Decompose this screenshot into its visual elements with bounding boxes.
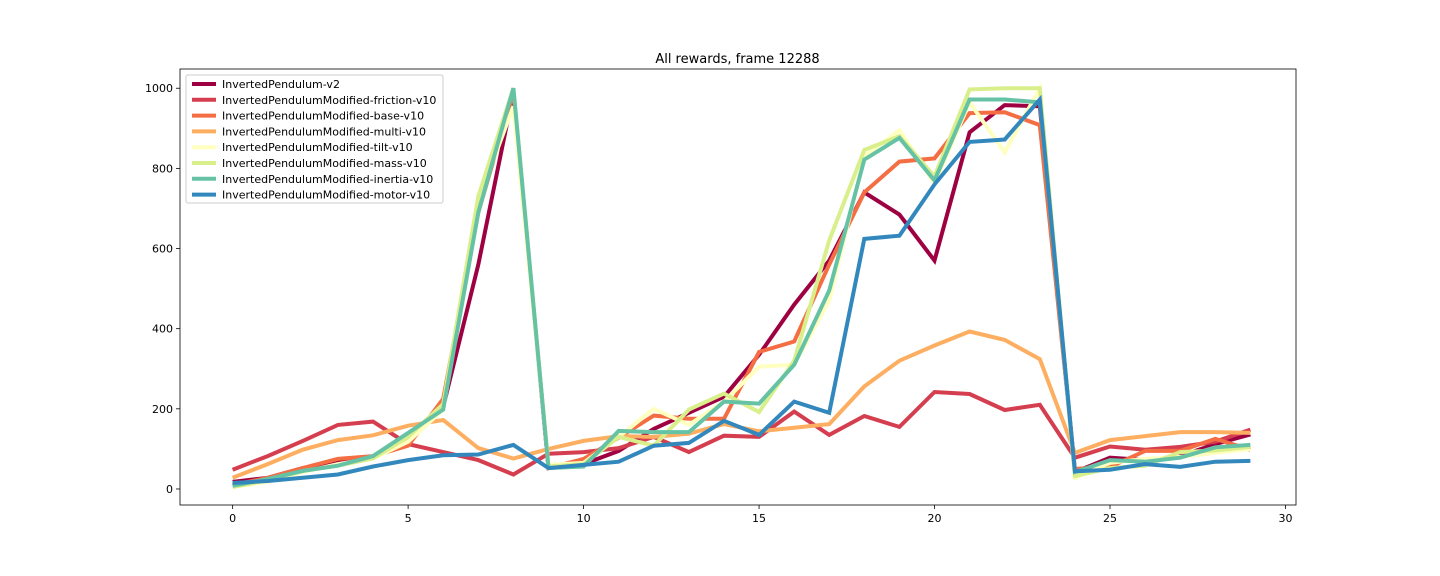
x-tick-label: 30 [1278,512,1292,525]
y-tick-label: 0 [166,483,173,496]
legend-label: InvertedPendulumModified-mass-v10 [222,157,427,170]
legend-label: InvertedPendulumModified-friction-v10 [222,94,436,107]
legend: InvertedPendulum-v2 InvertedPendulumModif… [186,75,443,203]
legend-label: InvertedPendulum-v2 [222,78,340,91]
chart-title: All rewards, frame 12288 [655,52,819,67]
x-tick-label: 25 [1103,512,1117,525]
y-tick-label: 200 [152,403,173,416]
y-tick-label: 1000 [145,82,173,95]
x-tick-label: 5 [405,512,412,525]
x-tick-label: 10 [577,512,591,525]
y-tick-label: 800 [152,162,173,175]
legend-label: InvertedPendulumModified-base-v10 [222,110,424,123]
y-tick-label: 400 [152,323,173,336]
legend-label: InvertedPendulumModified-inertia-v10 [222,173,433,186]
legend-label: InvertedPendulumModified-tilt-v10 [222,141,413,154]
x-tick-label: 0 [229,512,236,525]
legend-label: InvertedPendulumModified-motor-v10 [222,189,430,202]
x-tick-label: 15 [752,512,766,525]
y-tick-label: 600 [152,243,173,256]
legend-label: InvertedPendulumModified-multi-v10 [222,125,426,138]
x-tick-label: 20 [928,512,942,525]
